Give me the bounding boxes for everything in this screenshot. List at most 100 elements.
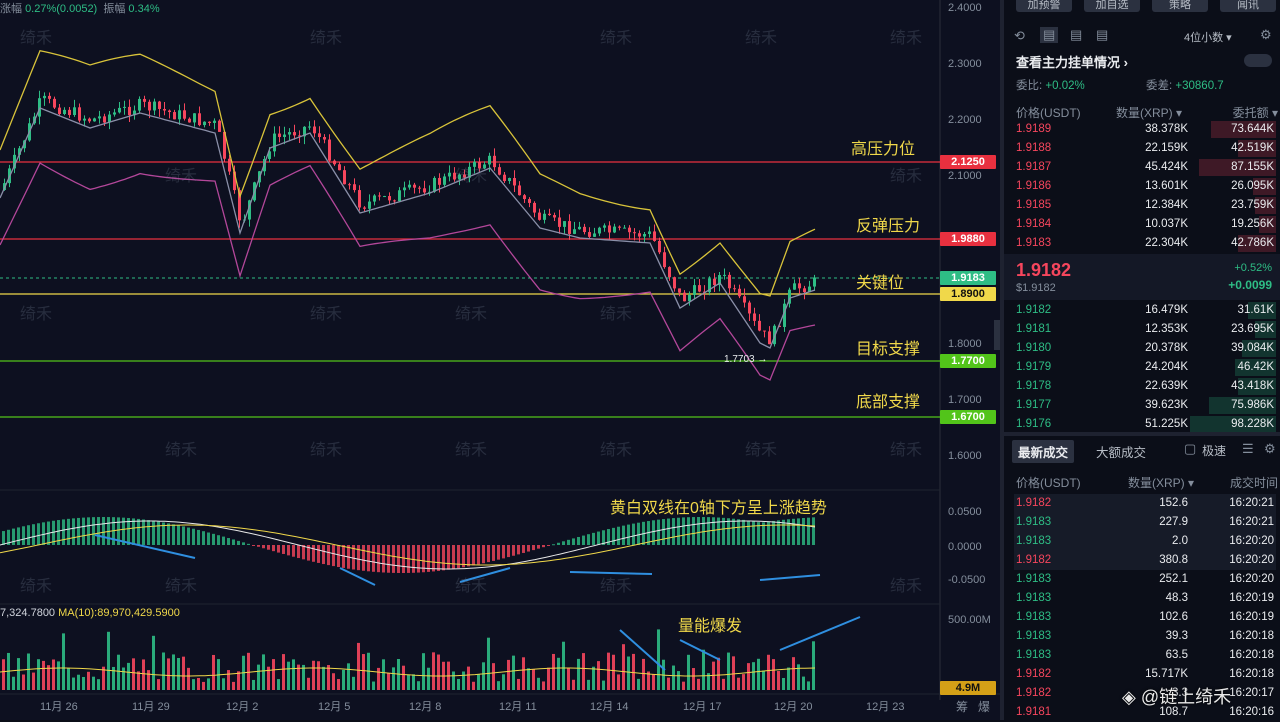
candle-body xyxy=(518,185,521,196)
bid-qty: 20.378K xyxy=(1145,342,1188,354)
volume-bar xyxy=(647,671,650,690)
bid-row[interactable]: 1.9179 24.204K 46.42K xyxy=(1014,358,1276,377)
macd-bar xyxy=(127,517,130,545)
volume-bar xyxy=(267,666,270,690)
bid-qty: 16.479K xyxy=(1145,304,1188,316)
volume-bar xyxy=(167,658,170,690)
news-button[interactable]: 闻讯 xyxy=(1220,0,1276,12)
bid-row[interactable]: 1.9182 16.479K 31.61K xyxy=(1014,301,1276,320)
macd-bar xyxy=(77,517,80,545)
arrow-annotation xyxy=(759,574,821,581)
book-both-icon[interactable]: ▤ xyxy=(1040,27,1059,43)
macd-bar xyxy=(102,517,105,545)
bid-row[interactable]: 1.9176 51.225K 98.228K xyxy=(1014,415,1276,434)
ask-row[interactable]: 1.9185 12.384K 23.759K xyxy=(1014,196,1276,215)
trade-row[interactable]: 1.9183 63.5 16:20:18 xyxy=(1014,646,1276,665)
trade-row[interactable]: 1.9182 152.6 16:20:21 xyxy=(1014,494,1276,513)
trade-row[interactable]: 1.9182 380.8 16:20:20 xyxy=(1014,551,1276,570)
watermark: 绮禾 xyxy=(165,168,198,185)
trade-time: 16:20:20 xyxy=(1229,535,1274,547)
volume-bar xyxy=(547,667,550,690)
arrow-annotation xyxy=(94,534,196,559)
macd-bar xyxy=(217,535,220,545)
trade-header-qty[interactable]: 数量(XRP) ▾ xyxy=(1128,476,1195,490)
bid-price: 1.9180 xyxy=(1016,342,1052,354)
gear-icon[interactable]: ⚙ xyxy=(1264,441,1276,456)
arrow-annotation xyxy=(779,616,861,651)
watchlist-button[interactable]: 加自选 xyxy=(1084,0,1140,12)
candlestick-chart[interactable] xyxy=(0,0,1000,720)
price-tick: 1.8000 xyxy=(948,338,982,350)
bid-price: 1.9181 xyxy=(1016,323,1052,335)
bid-row[interactable]: 1.9181 12.353K 23.695K xyxy=(1014,320,1276,339)
ask-row[interactable]: 1.9188 22.159K 42.519K xyxy=(1014,139,1276,158)
macd-bar xyxy=(587,534,590,545)
ask-row[interactable]: 1.9189 38.378K 73.644K xyxy=(1014,120,1276,139)
settings-icon[interactable]: ⚙ xyxy=(1260,27,1272,42)
volume-bar xyxy=(32,672,35,690)
speed-icon[interactable]: ▢ xyxy=(1184,441,1197,456)
volume-bar xyxy=(572,679,575,690)
main-orders-toggle[interactable] xyxy=(1244,54,1272,67)
candle-body xyxy=(58,107,61,114)
bid-price: 1.9179 xyxy=(1016,361,1052,373)
list-icon[interactable]: ☰ xyxy=(1242,441,1254,456)
trade-row[interactable]: 1.9183 2.0 16:20:20 xyxy=(1014,532,1276,551)
precision-select[interactable]: 4位小数 ▾ xyxy=(1184,32,1232,44)
trade-row[interactable]: 1.9183 102.6 16:20:19 xyxy=(1014,608,1276,627)
alert-button[interactable]: 加预警 xyxy=(1016,0,1072,12)
ask-row[interactable]: 1.9184 10.037K 19.256K xyxy=(1014,215,1276,234)
main-orders-link[interactable]: 查看主力挂单情况 › xyxy=(1016,55,1128,70)
candle-body xyxy=(153,101,156,111)
trade-row[interactable]: 1.9183 252.1 16:20:20 xyxy=(1014,570,1276,589)
strategy-button[interactable]: 策略 xyxy=(1152,0,1208,12)
candle-body xyxy=(213,120,216,123)
refresh-icon[interactable]: ⟲ xyxy=(1014,28,1025,43)
volume-bar xyxy=(77,674,80,690)
volume-bar xyxy=(102,666,105,690)
header-total[interactable]: 委托额 ▾ xyxy=(1232,106,1278,120)
level-tag-rebound-resistance: 1.9880 xyxy=(940,232,996,246)
volume-bar xyxy=(792,657,795,690)
volume-bar xyxy=(377,667,380,690)
x-tick: 12月 23 xyxy=(866,701,905,713)
bid-total: 98.228K xyxy=(1231,418,1274,430)
trade-row[interactable]: 1.9183 227.9 16:20:21 xyxy=(1014,513,1276,532)
liquidation-button[interactable]: 爆 xyxy=(978,700,991,714)
volume-bar xyxy=(487,637,490,690)
volume-bar xyxy=(97,679,100,690)
speed-label[interactable]: 极速 xyxy=(1202,444,1227,458)
book-asks-icon[interactable]: ▤ xyxy=(1096,27,1109,42)
ask-qty: 22.159K xyxy=(1145,142,1188,154)
macd-bar xyxy=(257,545,260,547)
x-tick: 12月 5 xyxy=(318,701,351,713)
trade-row[interactable]: 1.9182 15.717K 16:20:18 xyxy=(1014,665,1276,684)
trade-row[interactable]: 1.9182 3.3 16:20:17 xyxy=(1014,684,1276,703)
depth-bar xyxy=(1242,340,1276,357)
trade-row[interactable]: 1.9181 108.7 16:20:16 xyxy=(1014,703,1276,722)
header-qty[interactable]: 数量(XRP) ▾ xyxy=(1116,106,1183,120)
macd-bar xyxy=(582,535,585,545)
trade-row[interactable]: 1.9183 48.3 16:20:19 xyxy=(1014,589,1276,608)
tab-large-trades[interactable]: 大额成交 xyxy=(1096,446,1147,460)
volume-bar xyxy=(357,642,360,690)
bid-row[interactable]: 1.9177 39.623K 75.986K xyxy=(1014,396,1276,415)
bid-row[interactable]: 1.9180 20.378K 39.084K xyxy=(1014,339,1276,358)
tab-latest-trades[interactable]: 最新成交 xyxy=(1012,440,1075,463)
candle-body xyxy=(383,196,386,198)
chip-button[interactable]: 筹 xyxy=(956,700,969,714)
trade-row[interactable]: 1.9183 39.3 16:20:18 xyxy=(1014,627,1276,646)
arrow-annotation xyxy=(619,629,666,671)
candle-body xyxy=(373,195,376,202)
macd-bar xyxy=(197,529,200,545)
ask-row[interactable]: 1.9187 45.424K 87.155K xyxy=(1014,158,1276,177)
ask-row[interactable]: 1.9183 22.304K 42.786K xyxy=(1014,234,1276,253)
macd-bar xyxy=(272,545,275,552)
volume-bar xyxy=(287,661,290,690)
depth-bar xyxy=(1259,216,1276,233)
bid-row[interactable]: 1.9178 22.639K 43.418K xyxy=(1014,377,1276,396)
book-bids-icon[interactable]: ▤ xyxy=(1070,27,1083,42)
ask-row[interactable]: 1.9186 13.601K 26.095K xyxy=(1014,177,1276,196)
volume-bar xyxy=(772,659,775,690)
chart-area[interactable]: 涨幅 0.27%(0.0052) 振幅 0.34% 2.4000 2.3000 … xyxy=(0,0,1000,720)
